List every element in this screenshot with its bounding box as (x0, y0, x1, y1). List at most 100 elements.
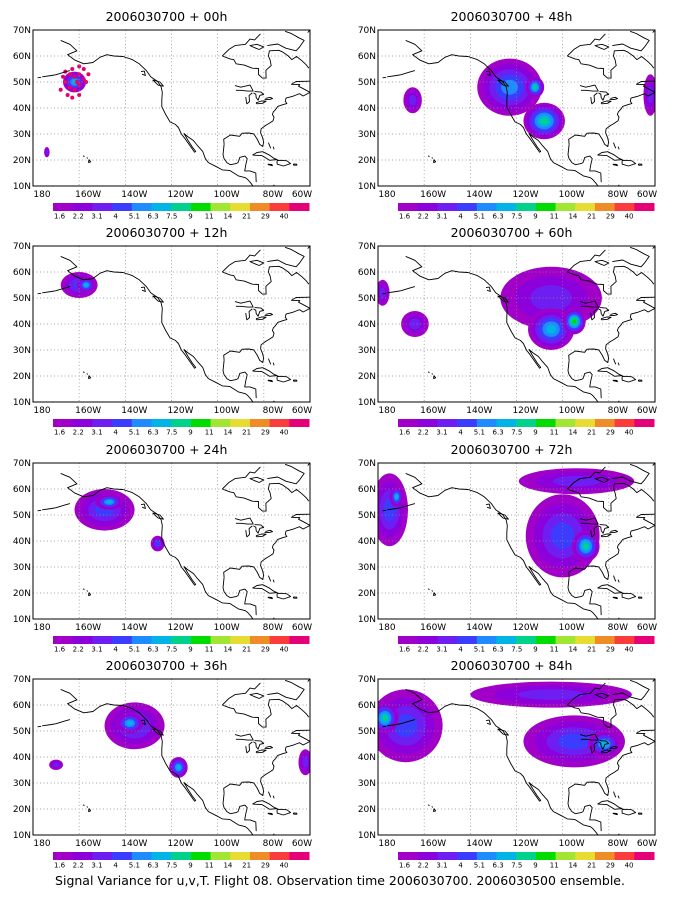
x-tick-label: 120W (512, 406, 538, 416)
x-tick-label: 180 (33, 190, 50, 200)
colorbar-swatch (614, 636, 635, 644)
colorbar-swatch (190, 852, 212, 860)
y-tick-label: 10N (13, 615, 31, 625)
y-tick-label: 60N (358, 268, 376, 278)
observation-marker (67, 85, 72, 90)
colorbar-label: 1.6 (399, 646, 411, 654)
colorbar-swatch (269, 203, 290, 211)
colorbar-label: 1.6 (54, 646, 66, 654)
x-tick-label: 180 (33, 406, 50, 416)
variance-contour (540, 117, 549, 125)
colorbar-label: 9 (533, 213, 537, 221)
x-tick-label: 140W (466, 623, 492, 633)
colorbar-swatch (112, 636, 133, 644)
observation-marker (70, 67, 75, 71)
colorbar-swatch (131, 852, 152, 860)
map-panel: 2006030700 + 84h 70N 60N 50N 40N 30N 20N 10N180… (358, 658, 657, 870)
colorbar-label: 7.5 (166, 429, 177, 437)
y-tick-label: 20N (358, 805, 376, 815)
colorbar-label: 21 (242, 862, 251, 870)
variance-field (60, 272, 98, 298)
map-panel: 2006030700 + 48h 70N 60N 50N 40N 30N 20N 10N180… (358, 9, 657, 221)
colorbar-label: 4 (113, 213, 118, 221)
colorbar-swatch (437, 419, 458, 427)
colorbar-swatch (53, 852, 74, 860)
y-tick-label: 20N (13, 589, 31, 599)
colorbar-label: 1.6 (399, 862, 411, 870)
y-tick-label: 60N (13, 52, 31, 62)
y-tick-label: 30N (358, 779, 376, 789)
colorbar-label: 40 (625, 862, 634, 870)
colorbar-label: 7.5 (166, 862, 177, 870)
variance-field (378, 266, 602, 351)
y-tick-label: 20N (358, 589, 376, 599)
map-gridlines (378, 463, 655, 619)
colorbar-label: 4 (113, 646, 118, 654)
y-tick-label: 70N (13, 242, 31, 252)
map-gridlines (33, 679, 310, 835)
x-tick-label: 140W (121, 406, 147, 416)
map-panel: 2006030700 + 24h 70N 60N 50N 40N 30N 20N 10N180… (13, 442, 312, 654)
colorbar-swatch (457, 852, 478, 860)
colorbar-swatch (535, 203, 557, 211)
observation-marker (72, 87, 77, 92)
colorbar-label: 5.1 (129, 862, 140, 870)
colorbar-label: 21 (242, 429, 251, 437)
x-tick-label: 120W (167, 406, 193, 416)
colorbar-label: 2.2 (418, 862, 429, 870)
x-tick-label: 140W (121, 623, 147, 633)
colorbar-swatch (269, 419, 290, 427)
y-tick-label: 40N (358, 320, 376, 330)
colorbar-swatch (112, 852, 133, 860)
colorbar-label: 9 (533, 646, 537, 654)
x-tick-label: 60W (292, 623, 312, 633)
map-gridlines (378, 679, 655, 835)
y-tick-label: 50N (358, 511, 376, 521)
panel-title: 2006030700 + 24h (106, 442, 228, 457)
colorbar-label: 9 (533, 429, 537, 437)
colorbar-swatch (496, 203, 517, 211)
colorbar-swatch (92, 203, 113, 211)
map-panel: 2006030700 + 00h 70N 60N 50N 40N 30N 20N 10N180… (13, 9, 312, 221)
y-tick-label: 60N (358, 52, 376, 62)
panel-grid: 2006030700 + 00h70N60N50N40N30N20N10N180… (13, 9, 657, 870)
coastline (382, 246, 655, 402)
colorbar-swatch (289, 636, 310, 644)
colorbar-label: 2.2 (73, 646, 84, 654)
colorbar-swatch (575, 636, 596, 644)
colorbar-swatch (417, 636, 438, 644)
colorbar-swatch (594, 419, 616, 427)
colorbar-swatch (289, 203, 310, 211)
variance-contour (45, 150, 48, 155)
colorbar-label: 6.3 (148, 429, 159, 437)
colorbar-label: 6.3 (493, 646, 504, 654)
map-gridlines (33, 246, 310, 402)
x-tick-label: 60W (637, 190, 657, 200)
x-tick-label: 140W (121, 839, 147, 849)
colorbar-swatch (398, 419, 419, 427)
y-tick-label: 60N (13, 485, 31, 495)
colorbar-label: 11 (550, 862, 559, 870)
colorbar-label: 14 (223, 429, 232, 437)
y-tick-label: 20N (358, 372, 376, 382)
colorbar-label: 7.5 (166, 213, 177, 221)
x-tick-label: 80W (608, 623, 628, 633)
variance-contour (176, 765, 181, 770)
x-tick-label: 160W (420, 190, 446, 200)
colorbar-swatch (249, 203, 271, 211)
colorbar-label: 2.2 (73, 213, 84, 221)
y-tick-label: 20N (13, 805, 31, 815)
colorbar-label: 7.5 (511, 862, 522, 870)
colorbar-label: 40 (280, 213, 289, 221)
colorbar-label: 14 (568, 862, 577, 870)
y-tick-label: 40N (358, 537, 376, 547)
colorbar-label: 14 (568, 646, 577, 654)
x-tick-label: 140W (121, 190, 147, 200)
colorbar-label: 6.3 (493, 862, 504, 870)
colorbar-swatch (112, 203, 133, 211)
panel-title: 2006030700 + 36h (106, 658, 228, 673)
observation-marker (58, 87, 63, 92)
y-tick-label: 40N (358, 104, 376, 114)
variance-contour (84, 283, 89, 287)
colorbar-swatch (230, 203, 251, 211)
